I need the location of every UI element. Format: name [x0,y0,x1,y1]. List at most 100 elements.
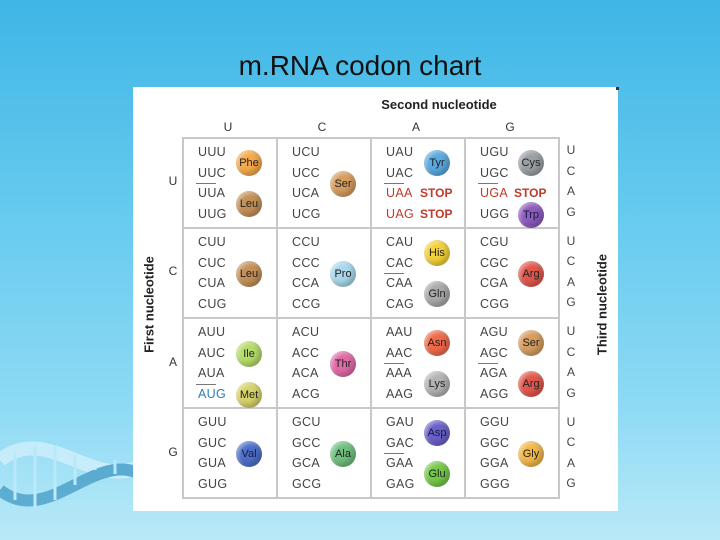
amino-acid-badge: Phe [236,150,262,177]
codon-text: UCC [292,165,320,180]
codon-text: CCC [292,255,320,270]
amino-acid-badge: Ala [330,440,356,467]
second-base-a: A [411,120,420,134]
codon-block: CUU CUC CUA CUG Leu [183,228,277,318]
codon-block: GAU GAC GAA GAG Asp Glu [371,408,465,498]
amino-acid-badge: Leu [236,191,262,218]
amino-acid-badge: Trp [518,201,544,228]
codon-text: AAC [386,345,413,360]
codon-divider [478,183,498,184]
codon-divider [384,273,404,274]
second-base-c: C [317,120,327,134]
codon-text: ACC [292,345,320,360]
codon-text: GGC [480,435,510,450]
slide-title: m.RNA codon chart [238,50,482,81]
codon-block: UAU UAC UAA UAG Tyr STOP STOP [371,138,465,228]
third-base-letter: U [566,414,576,429]
codon-text: CAA [386,276,413,290]
amino-acid-badge: Gly [518,440,544,467]
amino-acid-badge: Lys [424,371,450,398]
codon-text: AUA [198,366,225,380]
third-base-letter: A [566,455,575,470]
codon-text: UGG [480,206,510,221]
codon-text: CUG [198,296,227,311]
amino-acid-badge: Ile [236,340,262,367]
amino-acid-badge: Leu [236,260,262,287]
codon-text: UGC [480,165,509,180]
codon-text: GCA [292,456,320,470]
amino-acid-badge: Tyr [424,150,450,177]
codon-text: CCU [292,235,320,249]
codon-block: AUU AUC AUA AUG Ile Met [183,318,277,408]
amino-acid-badge: Ser [330,170,356,197]
codon-text: UCA [292,186,320,200]
codon-text: UAU [386,145,414,159]
amino-acid-badge: Cys [518,150,544,177]
third-base-letter: C [566,344,576,359]
amino-acid-badge: Met [236,381,262,408]
codon-divider [384,453,404,454]
codon-block: GUU GUC GUA GUG Val [183,408,277,498]
stop-codon-label: STOP [420,186,453,200]
stop-codon-label: STOP [514,186,547,200]
codon-text: CGG [480,296,510,311]
codon-text: CGC [480,255,509,270]
third-base-letter: U [566,143,576,157]
third-base-letter: C [566,435,576,449]
codon-block: CCU CCC CCA CCG Pro [277,228,371,318]
first-base-u: U [168,174,178,188]
amino-acid-badge: Gln [424,281,450,308]
codon-text: AGG [480,386,509,401]
codon-text: AAG [386,386,414,401]
third-base-letter: G [566,476,576,490]
codon-text: GGU [480,415,510,429]
amino-acid-badge: His [424,240,450,267]
amino-acid-badge: Asp [424,420,450,447]
codon-text: GUU [198,415,227,429]
amino-acid-badge: Glu [424,461,450,488]
codon-text: GAA [386,456,414,470]
second-nucleotide-title: Second nucleotide [381,97,497,112]
codon-divider [384,183,404,184]
codon-text: CCG [292,296,321,311]
codon-text: AAU [386,325,413,339]
codon-text: AUC [198,345,226,360]
codon-text: AGA [480,366,508,380]
third-base-letter: A [566,274,575,289]
codon-text: CGA [480,276,508,290]
codon-divider [478,363,498,364]
codon-text: UAG [386,206,414,221]
codon-text: ACU [292,325,320,339]
codon-text: AGC [480,345,508,360]
codon-text: GGG [480,476,511,491]
corner-mark [616,87,619,90]
codon-text: CUC [198,255,226,270]
third-base-letter: G [566,385,576,400]
codon-grid: UUU UUC UUA UUG Phe Leu UCU UCC UCA UCG Ser UAU UAC U… [182,137,560,499]
first-nucleotide-title: First nucleotide [141,256,157,353]
third-base-letter: A [566,184,575,198]
codon-text: CAC [386,255,414,270]
third-base-letter: C [566,254,576,268]
codon-block: UGU UGC UGA UGG Cys Trp STOP [465,138,559,228]
first-base-c: C [168,264,178,278]
codon-text: CGU [480,235,509,249]
codon-block: UUU UUC UUA UUG Phe Leu [183,138,277,228]
codon-text: ACA [292,366,319,380]
codon-block: GCU GCC GCA GCG Ala [277,408,371,498]
codon-text: GUC [198,435,227,450]
amino-acid-badge: Ser [518,330,544,357]
codon-text: UUU [198,145,226,159]
amino-acid-badge: Thr [330,350,356,377]
third-base-letter: A [566,365,575,379]
codon-chart: Second nucleotide First nucleotide Third… [133,87,619,511]
codon-text: CUU [198,235,226,249]
codon-text: GCU [292,415,321,429]
amino-acid-badge: Arg [518,260,544,287]
codon-block: UCU UCC UCA UCG Ser [277,138,371,228]
codon-block: AGU AGC AGA AGG Ser Arg [465,318,559,408]
codon-text: CCA [292,276,320,290]
codon-text: UUG [198,206,227,221]
first-base-a: A [168,355,177,369]
codon-text: GUG [198,476,228,491]
